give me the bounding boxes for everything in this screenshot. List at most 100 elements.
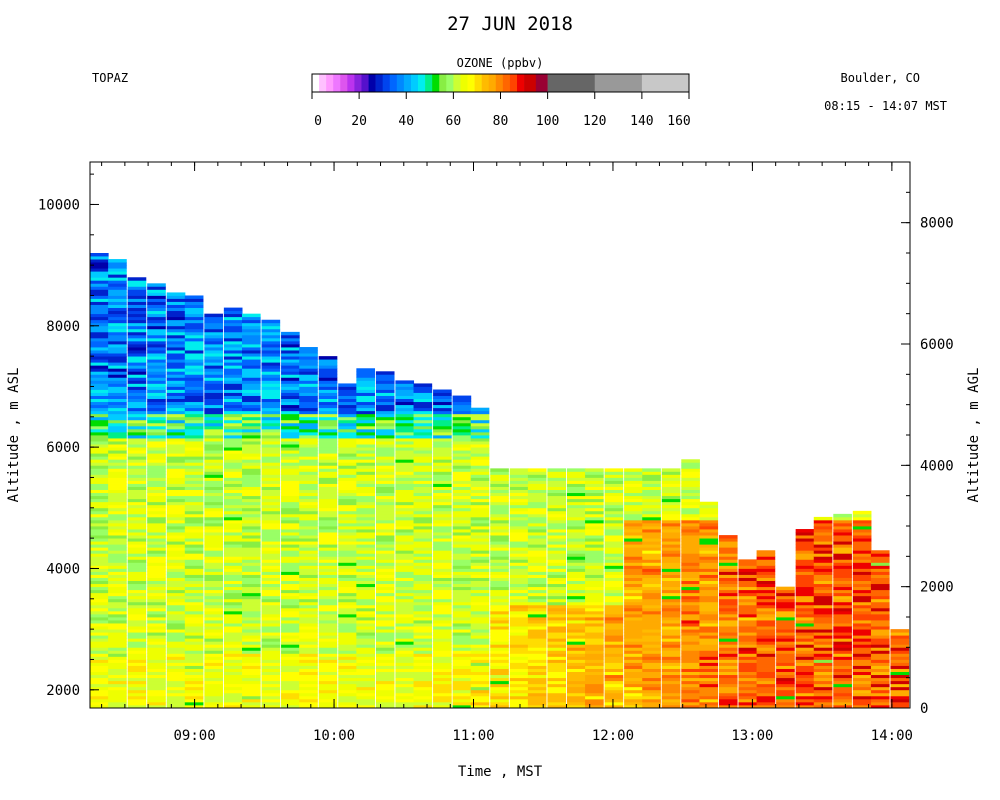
- ozone-cell: [585, 610, 604, 615]
- ozone-cell: [184, 425, 204, 430]
- ozone-cell: [356, 647, 375, 651]
- ozone-cell: [90, 559, 109, 563]
- ozone-cell: [90, 571, 109, 575]
- ozone-cell: [184, 668, 204, 672]
- ozone-cell: [242, 638, 261, 642]
- ozone-cell: [338, 680, 357, 685]
- ozone-cell: [108, 522, 127, 527]
- ozone-cell: [509, 498, 529, 503]
- ozone-cell: [585, 698, 604, 703]
- ozone-cell: [776, 659, 795, 663]
- colorbar-swatch: [312, 74, 320, 92]
- ozone-cell: [184, 686, 204, 691]
- ozone-cell: [338, 641, 357, 645]
- ozone-cell: [356, 598, 375, 603]
- ozone-cell: [204, 362, 223, 366]
- ozone-cell: [624, 610, 643, 615]
- ozone-cell: [585, 604, 604, 609]
- ozone-cell: [661, 471, 681, 475]
- ozone-cell: [108, 689, 127, 694]
- ozone-cell: [433, 504, 452, 509]
- ozone-cell: [566, 574, 586, 578]
- ozone-cell: [452, 617, 472, 621]
- ozone-cell: [261, 553, 281, 557]
- ozone-cell: [356, 638, 375, 642]
- ozone-cell: [184, 374, 204, 378]
- ozone-cell: [718, 662, 738, 666]
- ozone-cell: [795, 641, 815, 645]
- ozone-cell: [318, 422, 338, 427]
- colorbar-swatch: [425, 74, 433, 92]
- ozone-cell: [281, 401, 300, 406]
- ozone-cell: [738, 577, 758, 581]
- ozone-cell: [852, 565, 872, 569]
- ozone-cell: [375, 562, 395, 566]
- ozone-cell: [223, 526, 243, 530]
- ozone-cell: [509, 626, 529, 630]
- ozone-cell: [90, 380, 109, 384]
- ozone-cell: [776, 698, 795, 703]
- ozone-cell: [108, 656, 127, 660]
- ozone-cell: [413, 632, 433, 636]
- ozone-cell: [395, 595, 415, 600]
- ozone-cell: [147, 544, 166, 548]
- ozone-cell: [681, 644, 700, 648]
- ozone-cell: [223, 659, 243, 663]
- ozone-cell: [318, 577, 338, 581]
- ozone-cell: [509, 641, 529, 645]
- ozone-cell: [299, 392, 318, 396]
- ozone-cell: [509, 635, 529, 639]
- ozone-cell: [527, 659, 547, 663]
- ozone-cell: [452, 489, 472, 494]
- ozone-cell: [624, 492, 643, 497]
- ozone-cell: [681, 510, 700, 515]
- ozone-cell: [127, 307, 147, 312]
- ozone-cell: [127, 662, 147, 666]
- ozone-cell: [147, 604, 166, 609]
- colorbar-swatch: [460, 74, 468, 92]
- ozone-cell: [795, 532, 815, 536]
- ozone-cell: [756, 653, 776, 657]
- ozone-cell: [204, 650, 223, 654]
- ozone-cell: [870, 635, 890, 639]
- ozone-cell: [356, 519, 375, 524]
- ozone-cell: [261, 371, 281, 375]
- ozone-cell: [318, 480, 338, 484]
- ozone-cell: [490, 641, 509, 645]
- ozone-cell: [452, 404, 472, 409]
- ozone-cell: [470, 416, 490, 421]
- ozone-cell: [833, 595, 852, 600]
- ozone-cell: [795, 577, 815, 581]
- colorbar-swatch: [453, 74, 461, 92]
- ozone-cell: [108, 571, 127, 575]
- ozone-cell: [718, 647, 738, 651]
- ozone-cell: [223, 362, 243, 366]
- ozone-cell: [470, 468, 490, 472]
- ozone-cell: [470, 610, 490, 615]
- ozone-cell: [223, 689, 243, 694]
- ozone-cell: [242, 425, 261, 430]
- ozone-cell: [642, 668, 661, 672]
- ozone-cell: [127, 519, 147, 524]
- ozone-cell: [127, 386, 147, 390]
- ozone-cell: [813, 571, 833, 575]
- ozone-cell: [204, 398, 223, 403]
- ozone-cell: [166, 438, 186, 442]
- ozone-cell: [147, 438, 166, 442]
- ozone-cell: [166, 483, 186, 487]
- time-range-label: 08:15 - 14:07 MST: [824, 99, 947, 113]
- ozone-cell: [604, 668, 624, 672]
- ozone-cell: [795, 617, 815, 621]
- ozone-cell: [108, 535, 127, 539]
- ozone-cell: [127, 459, 147, 463]
- ozone-cell: [338, 701, 357, 706]
- ozone-cell: [395, 492, 415, 497]
- ozone-cell: [299, 410, 318, 415]
- ozone-cell: [375, 589, 395, 594]
- ozone-cell: [223, 428, 243, 433]
- ozone-cell: [184, 362, 204, 366]
- ozone-cell: [718, 580, 738, 585]
- ozone-cell: [527, 483, 547, 487]
- ozone-cell: [395, 668, 415, 672]
- ozone-cell: [375, 601, 395, 606]
